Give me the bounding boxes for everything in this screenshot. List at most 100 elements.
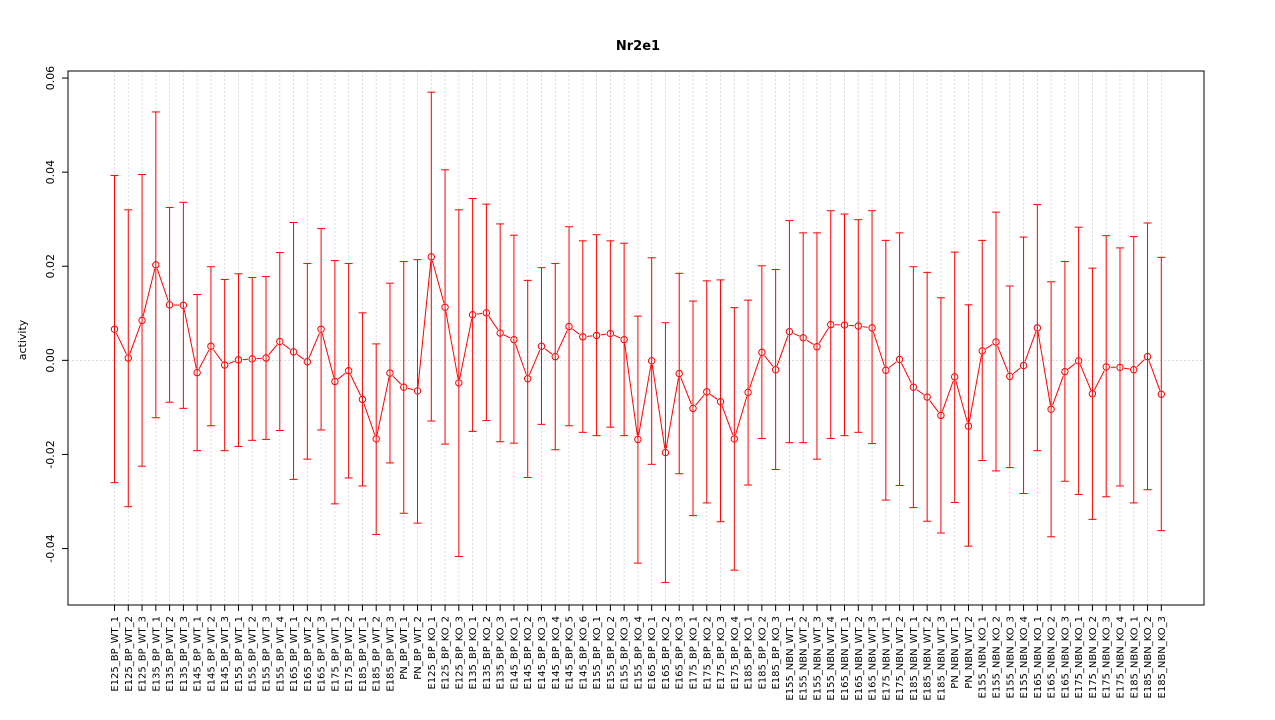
x-tick-label: E125_BP_WT_1 — [110, 616, 121, 692]
x-tick-label: PN_BP_WT_2 — [413, 616, 424, 680]
data-point — [827, 320, 835, 329]
data-point — [716, 398, 725, 406]
data-point — [909, 383, 918, 391]
data-point — [634, 435, 642, 444]
x-tick-label: E145_BP_KO_3 — [537, 616, 548, 690]
data-point — [1019, 361, 1028, 370]
x-tick-label: E155_NBN_WT_2 — [799, 616, 810, 701]
data-point — [840, 321, 849, 329]
data-point — [220, 361, 229, 369]
series-segment — [651, 364, 666, 449]
data-point — [427, 253, 435, 261]
series-segment — [929, 400, 939, 413]
data-point — [152, 261, 160, 269]
series-segment — [142, 268, 156, 317]
error-bars-layer — [110, 91, 1166, 583]
series-segment — [459, 318, 473, 379]
x-tick-label: E155_NBN_WT_1 — [785, 616, 796, 701]
data-point — [978, 347, 986, 355]
series-segment — [528, 349, 541, 376]
series-segment — [1148, 360, 1161, 391]
x-tick-label: E145_BP_WT_3 — [220, 616, 231, 692]
x-tick-label: E185_BP_KO_1 — [744, 616, 755, 690]
data-point — [854, 322, 862, 330]
series-segment — [665, 377, 679, 449]
x-tick-label: E145_BP_KO_2 — [523, 616, 534, 690]
series-segment — [417, 260, 432, 387]
data-point — [868, 324, 876, 332]
series-segment — [888, 361, 897, 369]
x-tick-label: E185_NBN_WT_1 — [909, 616, 920, 701]
x-tick-label: E135_BP_WT_1 — [151, 616, 162, 692]
series-segment — [1079, 364, 1092, 391]
data-point — [620, 335, 628, 344]
data-point — [482, 309, 491, 317]
data-point — [730, 435, 739, 443]
data-point — [579, 333, 587, 341]
data-point — [441, 303, 449, 311]
series-segment — [941, 380, 954, 412]
x-tick-label: E175_BP_WT_2 — [344, 616, 355, 692]
data-point — [276, 337, 284, 346]
y-axis-label: activity — [16, 319, 29, 360]
data-point — [386, 369, 394, 377]
y-tick-label: 0.00 — [44, 348, 57, 373]
x-tick-label: E135_BP_WT_2 — [165, 616, 176, 692]
x-tick-label: E185_BP_KO_3 — [771, 616, 782, 690]
y-tick-label: 0.06 — [44, 66, 57, 91]
series-segment — [818, 327, 829, 344]
x-tick-label: E175_BP_KO_1 — [688, 616, 699, 690]
series-segment — [872, 331, 886, 367]
data-point — [468, 311, 477, 319]
series-segment — [680, 377, 692, 405]
series-segment — [600, 333, 607, 336]
series-segment — [695, 394, 705, 406]
series-segment — [503, 334, 511, 339]
data-point — [1102, 363, 1110, 371]
series-segment — [350, 374, 362, 396]
x-tick-label: E155_NBN_KO_4 — [1019, 616, 1030, 698]
data-point — [344, 366, 353, 375]
x-tick-label: E175_NBN_WT_1 — [881, 616, 892, 701]
x-tick-label: E165_NBN_WT_2 — [854, 616, 865, 701]
data-point — [937, 411, 945, 420]
x-tick-label: E185_NBN_WT_2 — [923, 616, 934, 701]
x-tick-label: E145_BP_KO_6 — [578, 616, 589, 690]
x-tick-label: E175_NBN_KO_3 — [1102, 616, 1113, 698]
series-segment — [544, 348, 553, 355]
x-tick-label: E185_BP_WT_3 — [385, 616, 396, 692]
x-tick-label: E165_BP_WT_1 — [289, 616, 300, 692]
series-line-layer — [115, 260, 1161, 449]
series-segment — [572, 328, 580, 335]
series-segment — [514, 343, 527, 375]
data-point — [262, 354, 270, 362]
series-segment — [721, 405, 734, 436]
x-tick-label: E145_BP_WT_1 — [193, 616, 204, 692]
series-segment — [901, 362, 912, 384]
data-point — [785, 327, 794, 336]
data-point — [289, 348, 298, 356]
data-point — [771, 366, 780, 374]
data-point — [744, 388, 752, 397]
series-segment — [1124, 367, 1130, 370]
x-tick-label: E165_NBN_KO_3 — [1060, 616, 1071, 698]
y-tick-label: -0.04 — [44, 534, 57, 562]
data-point — [331, 377, 339, 386]
x-tick-label: E165_BP_WT_2 — [303, 616, 314, 692]
x-tick-label: E165_BP_KO_3 — [675, 616, 686, 690]
data-point — [413, 387, 422, 395]
data-point — [248, 355, 256, 363]
x-tick-label: E155_BP_KO_3 — [620, 616, 631, 690]
x-tick-label: E175_NBN_KO_4 — [1115, 616, 1126, 698]
series-segment — [916, 389, 925, 396]
x-tick-label: PN_NBN_WT_2 — [964, 616, 975, 689]
x-tick-label: E165_BP_WT_3 — [317, 616, 328, 692]
series-segment — [955, 380, 968, 423]
series-segment — [1067, 363, 1076, 370]
x-tick-label: E135_BP_WT_3 — [179, 616, 190, 692]
x-tick-label: E155_NBN_WT_4 — [826, 616, 837, 701]
x-tick-label: E155_BP_KO_4 — [633, 616, 644, 690]
x-tick-label: E125_BP_WT_2 — [124, 616, 135, 692]
series-segment — [282, 343, 291, 350]
